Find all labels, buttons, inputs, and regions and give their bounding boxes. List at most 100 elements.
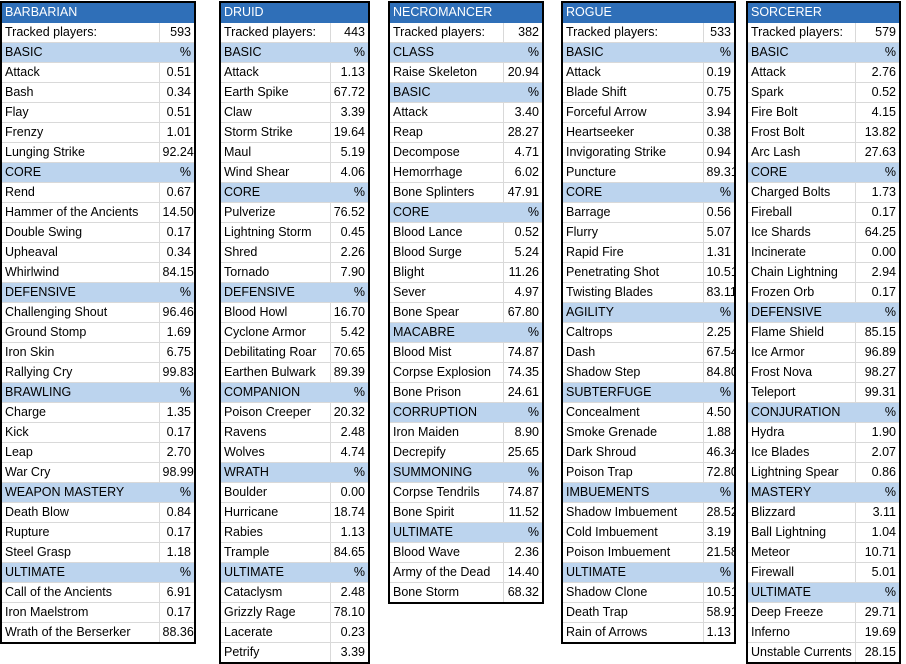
skill-row: Blood Mist 74.87 — [389, 342, 543, 363]
skill-row: Inferno 19.69 — [747, 622, 900, 643]
skill-name: Shadow Clone — [562, 582, 703, 603]
skill-percent: 11.52 — [502, 502, 543, 523]
skill-row: Flay 0.51 — [1, 102, 195, 123]
skill-percent: 20.32 — [329, 402, 369, 423]
section-name: BRAWLING — [1, 382, 159, 403]
skill-percent: 0.00 — [329, 482, 369, 503]
skill-row: Penetrating Shot 10.51 — [562, 262, 735, 283]
skill-row: Rapid Fire 1.31 — [562, 242, 735, 263]
skill-name: Poison Creeper — [220, 402, 330, 423]
skill-name: Call of the Ancients — [1, 582, 159, 603]
skill-row: Attack 3.40 — [389, 102, 543, 123]
skill-percent: 85.15 — [854, 322, 900, 343]
skill-row: Wrath of the Berserker 88.36 — [1, 622, 195, 644]
skill-name: Rupture — [1, 522, 159, 543]
skill-percent: 0.52 — [854, 82, 900, 103]
section-header: SUBTERFUGE% — [562, 382, 735, 403]
class-header: BARBARIAN — [1, 2, 195, 23]
skill-row: Flurry 5.07 — [562, 222, 735, 243]
skill-name: Blood Howl — [220, 302, 330, 323]
skill-row: Frenzy 1.01 — [1, 122, 195, 143]
section-unit: % — [702, 42, 735, 63]
skill-row: Storm Strike 19.64 — [220, 122, 369, 143]
skill-percent: 68.32 — [502, 582, 543, 604]
section-unit: % — [854, 582, 900, 603]
skill-name: Lightning Storm — [220, 222, 330, 243]
skill-percent: 96.46 — [158, 302, 195, 323]
skill-percent: 5.42 — [329, 322, 369, 343]
skill-row: Steel Grasp 1.18 — [1, 542, 195, 563]
section-name: WEAPON MASTERY — [1, 482, 159, 503]
skill-name: Pulverize — [220, 202, 330, 223]
skill-percent: 7.90 — [329, 262, 369, 283]
skill-percent: 74.87 — [502, 342, 543, 363]
skill-row: Invigorating Strike 0.94 — [562, 142, 735, 163]
skill-row: Charged Bolts 1.73 — [747, 182, 900, 203]
skill-percent: 88.36 — [158, 622, 195, 644]
skill-row: Spark 0.52 — [747, 82, 900, 103]
skill-name: Blood Wave — [389, 542, 503, 563]
skill-row: Flame Shield 85.15 — [747, 322, 900, 343]
skill-name: Barrage — [562, 202, 703, 223]
tracked-players-label: Tracked players: — [562, 22, 703, 43]
skill-name: Frost Nova — [747, 362, 855, 383]
skill-name: Reap — [389, 122, 503, 143]
skill-percent: 72.80 — [702, 462, 735, 483]
skill-percent: 10.51 — [702, 262, 735, 283]
skill-percent: 0.17 — [158, 522, 195, 543]
section-name: BASIC — [220, 42, 330, 63]
skill-percent: 2.94 — [854, 262, 900, 283]
class-table-sorcerer: SORCERER Tracked players: 579 BASIC% Attack 2… — [746, 1, 901, 664]
section-name: ULTIMATE — [389, 522, 503, 543]
skill-percent: 4.50 — [702, 402, 735, 423]
section-unit: % — [702, 382, 735, 403]
section-name: MACABRE — [389, 322, 503, 343]
skill-name: Ice Blades — [747, 442, 855, 463]
skill-row: Ground Stomp 1.69 — [1, 322, 195, 343]
skill-percent: 98.99 — [158, 462, 195, 483]
skill-name: Fire Bolt — [747, 102, 855, 123]
skill-percent: 0.17 — [854, 282, 900, 303]
skill-name: Dark Shroud — [562, 442, 703, 463]
skill-percent: 27.63 — [854, 142, 900, 163]
skill-percent: 3.11 — [854, 502, 900, 523]
skill-name: Ground Stomp — [1, 322, 159, 343]
skill-name: Blade Shift — [562, 82, 703, 103]
skill-row: Decrepify 25.65 — [389, 442, 543, 463]
skill-percent: 67.80 — [502, 302, 543, 323]
skill-row: Cold Imbuement 3.19 — [562, 522, 735, 543]
skill-row: Iron Skin 6.75 — [1, 342, 195, 363]
skill-percent: 19.64 — [329, 122, 369, 143]
skill-percent: 99.31 — [854, 382, 900, 403]
skill-row: Twisting Blades 83.11 — [562, 282, 735, 303]
skill-name: Steel Grasp — [1, 542, 159, 563]
skill-percent: 16.70 — [329, 302, 369, 323]
skill-percent: 1.69 — [158, 322, 195, 343]
section-header: ULTIMATE% — [389, 522, 543, 543]
skill-percent: 18.74 — [329, 502, 369, 523]
skill-name: Meteor — [747, 542, 855, 563]
skill-percent: 1.35 — [158, 402, 195, 423]
skill-row: Sever 4.97 — [389, 282, 543, 303]
section-unit: % — [329, 382, 369, 403]
skill-percent: 64.25 — [854, 222, 900, 243]
skill-percent: 10.71 — [854, 542, 900, 563]
skill-name: Iron Maiden — [389, 422, 503, 443]
section-header: MASTERY% — [747, 482, 900, 503]
skill-percent: 2.07 — [854, 442, 900, 463]
class-table-druid: DRUID Tracked players: 443 BASIC% Attack 1.13… — [219, 1, 370, 664]
skill-percent: 2.48 — [329, 422, 369, 443]
skill-name: Teleport — [747, 382, 855, 403]
skill-percent: 0.45 — [329, 222, 369, 243]
skill-percent: 84.65 — [329, 542, 369, 563]
section-header: MACABRE% — [389, 322, 543, 343]
skill-row: Shadow Clone 10.51 — [562, 582, 735, 603]
skill-name: Ice Shards — [747, 222, 855, 243]
skill-name: Earthen Bulwark — [220, 362, 330, 383]
skill-percent: 8.90 — [502, 422, 543, 443]
skill-row: Rend 0.67 — [1, 182, 195, 203]
section-name: CORE — [1, 162, 159, 183]
skill-name: Bone Spear — [389, 302, 503, 323]
skill-row: Upheaval 0.34 — [1, 242, 195, 263]
skill-row: Army of the Dead 14.40 — [389, 562, 543, 583]
